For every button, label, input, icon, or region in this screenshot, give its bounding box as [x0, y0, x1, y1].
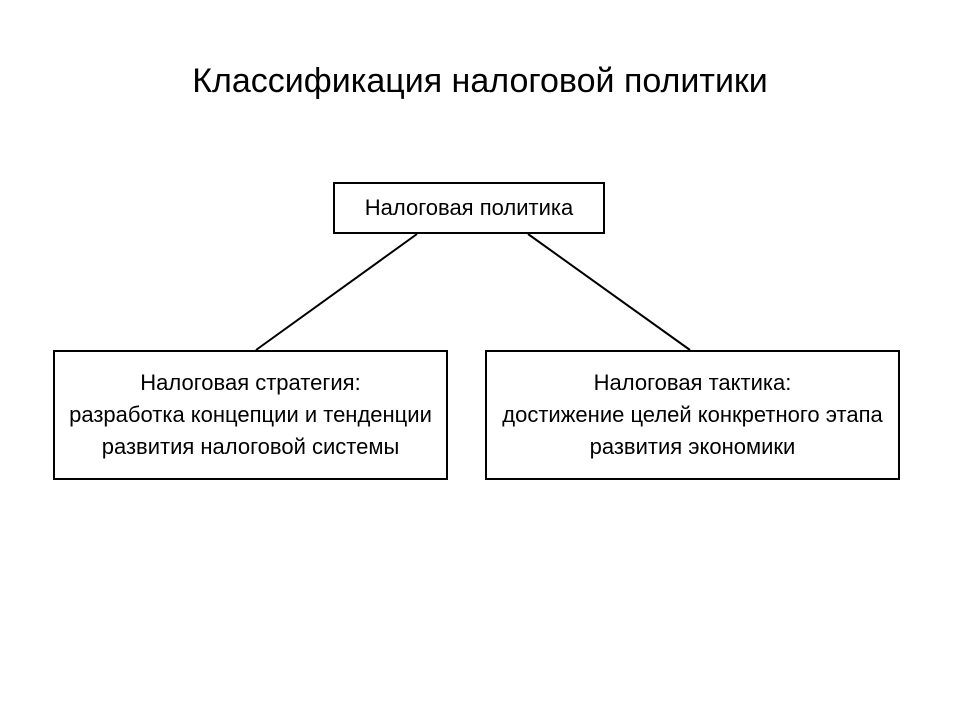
node-right-line2: достижение целей конкретного этапа: [502, 399, 882, 431]
node-right: Налоговая тактика: достижение целей конк…: [485, 350, 900, 480]
diagram-title: Классификация налоговой политики: [0, 62, 960, 101]
node-left-line3: развития налоговой системы: [102, 431, 400, 463]
node-left: Налоговая стратегия: разработка концепци…: [53, 350, 448, 480]
node-root-label: Налоговая политика: [365, 195, 573, 221]
edge-root-left: [256, 234, 417, 350]
node-right-line3: развития экономики: [590, 431, 796, 463]
node-left-line1: Налоговая стратегия:: [140, 367, 360, 399]
node-left-line2: разработка концепции и тенденции: [69, 399, 432, 431]
node-root: Налоговая политика: [333, 182, 605, 234]
node-right-line1: Налоговая тактика:: [594, 367, 792, 399]
edge-root-right: [528, 234, 690, 350]
